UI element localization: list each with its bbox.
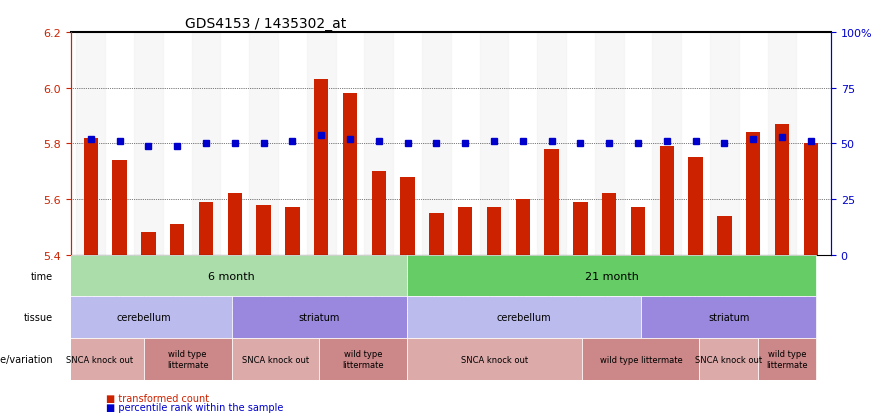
Bar (371, 172, 386, 255)
Bar (537, 33, 566, 255)
Bar (458, 208, 472, 255)
Text: ■ percentile rank within the sample: ■ percentile rank within the sample (106, 402, 284, 412)
FancyBboxPatch shape (56, 338, 144, 380)
FancyBboxPatch shape (641, 297, 816, 338)
FancyBboxPatch shape (758, 338, 816, 380)
FancyBboxPatch shape (56, 255, 407, 297)
Bar (307, 33, 336, 255)
Text: genotype/variation: genotype/variation (0, 354, 53, 364)
FancyBboxPatch shape (144, 338, 232, 380)
Bar (199, 202, 213, 255)
Bar (774, 125, 789, 255)
Text: striatum: striatum (708, 313, 750, 323)
Bar (192, 33, 220, 255)
Bar (141, 233, 156, 255)
Text: striatum: striatum (299, 313, 340, 323)
Text: 21 month: 21 month (584, 271, 638, 281)
Bar (112, 161, 127, 255)
FancyBboxPatch shape (407, 255, 816, 297)
Text: SNCA knock out: SNCA knock out (695, 355, 762, 363)
Text: SNCA knock out: SNCA knock out (461, 355, 529, 363)
FancyBboxPatch shape (232, 338, 319, 380)
Text: time: time (31, 271, 53, 281)
Bar (400, 177, 415, 255)
Bar (717, 216, 732, 255)
Text: 6 month: 6 month (208, 271, 255, 281)
Text: wild type
littermate: wild type littermate (342, 349, 384, 369)
Bar (228, 194, 242, 255)
Text: ■ transformed count: ■ transformed count (106, 393, 210, 403)
Text: wild type
littermate: wild type littermate (167, 349, 209, 369)
Bar (422, 33, 451, 255)
Bar (84, 138, 98, 255)
Bar (573, 202, 588, 255)
Text: wild type
littermate: wild type littermate (766, 349, 808, 369)
Bar (746, 133, 760, 255)
Bar (689, 158, 703, 255)
Bar (767, 33, 796, 255)
Bar (804, 144, 818, 255)
Bar (659, 147, 674, 255)
Bar (343, 94, 357, 255)
Text: cerebellum: cerebellum (117, 313, 171, 323)
Bar (480, 33, 508, 255)
Text: SNCA knock out: SNCA knock out (242, 355, 309, 363)
Bar (430, 214, 444, 255)
Bar (710, 33, 739, 255)
FancyBboxPatch shape (232, 297, 407, 338)
Bar (134, 33, 163, 255)
Bar (515, 199, 530, 255)
Bar (249, 33, 278, 255)
FancyBboxPatch shape (583, 338, 699, 380)
Bar (256, 205, 271, 255)
Bar (545, 150, 559, 255)
Text: tissue: tissue (24, 313, 53, 323)
FancyBboxPatch shape (56, 297, 232, 338)
Bar (595, 33, 623, 255)
FancyBboxPatch shape (407, 338, 583, 380)
Bar (631, 208, 645, 255)
Bar (77, 33, 105, 255)
Bar (364, 33, 393, 255)
Bar (314, 80, 329, 255)
FancyBboxPatch shape (699, 338, 758, 380)
Bar (170, 225, 185, 255)
Bar (487, 208, 501, 255)
FancyBboxPatch shape (407, 297, 641, 338)
Text: GDS4153 / 1435302_at: GDS4153 / 1435302_at (185, 17, 346, 31)
Bar (652, 33, 682, 255)
Bar (602, 194, 616, 255)
Text: wild type littermate: wild type littermate (599, 355, 682, 363)
Text: cerebellum: cerebellum (497, 313, 552, 323)
Bar (286, 208, 300, 255)
FancyBboxPatch shape (319, 338, 407, 380)
Text: SNCA knock out: SNCA knock out (66, 355, 133, 363)
